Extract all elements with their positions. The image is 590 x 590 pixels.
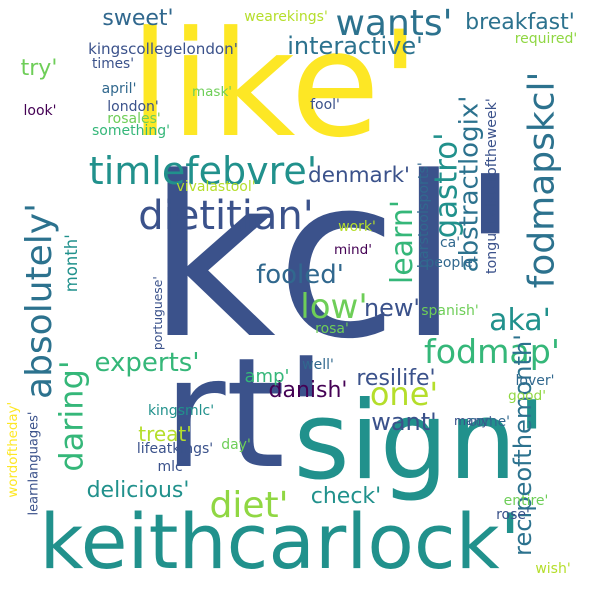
word-times: times'	[92, 56, 134, 73]
word-wish: wish'	[535, 561, 571, 577]
word-required: required'	[514, 31, 578, 47]
word-good: good'	[508, 388, 546, 405]
word-diet: diet'	[209, 485, 289, 526]
word-mlc: mlc'	[157, 459, 187, 475]
word-many: many'	[454, 413, 492, 428]
word-wordoftheday: wordoftheday'	[6, 402, 22, 498]
word-rt: rt'	[163, 325, 327, 502]
word-barstoolsports: barstoolsports'	[415, 162, 432, 268]
word-april: april'	[101, 81, 137, 97]
word-vivalastool: vivalastool'	[176, 179, 256, 195]
word-kcl: kcl'	[147, 130, 521, 388]
word-want: want'	[371, 408, 437, 436]
word-wants: wants'	[335, 3, 453, 44]
word-daring: daring'	[52, 360, 91, 472]
word-look: look'	[23, 103, 57, 119]
word-fodmapskcl: fodmapskcl'	[520, 71, 562, 289]
word-kingscollegelondon: kingscollegelondon'	[88, 40, 238, 59]
word-danish: danish'	[268, 378, 348, 403]
word-breakfast: breakfast'	[465, 10, 575, 35]
word-day: day'	[221, 437, 251, 453]
word-one: one'	[369, 375, 439, 413]
word-keithcarlock: keithcarlock'	[39, 497, 521, 586]
word-london: london'	[107, 99, 159, 115]
word-experts: experts'	[94, 348, 200, 378]
word-mask: mask'	[192, 84, 232, 101]
word-ca: ca'	[439, 235, 461, 251]
word-fodmap: fodmap'	[424, 332, 560, 372]
word-try: try'	[20, 56, 58, 81]
word-rosa: rosa'	[315, 321, 349, 337]
word-new: new'	[364, 294, 420, 323]
word-learnlanguages: learnlanguages'	[26, 412, 42, 516]
word-rosales: rosales'	[107, 111, 161, 127]
word-well: well'	[302, 357, 334, 373]
word-interactive: interactive'	[287, 32, 423, 60]
word-like: like'	[129, 0, 421, 170]
word-kingsmlc: kingsmlc'	[147, 403, 215, 419]
word-delicious: delicious'	[86, 478, 190, 503]
word-spanish: spanish'	[421, 303, 479, 319]
word-denmark: denmark'	[308, 163, 410, 189]
word-work: work'	[338, 219, 376, 235]
word-aka: aka'	[489, 303, 551, 338]
word-sweet: sweet'	[102, 6, 174, 31]
word-tonguetwisteroftheweek: tonguetwisteroftheweek'	[483, 98, 500, 274]
word-sign: sign'	[293, 379, 547, 504]
word-low: low'	[300, 287, 368, 327]
word-treat: treat'	[138, 422, 192, 446]
word-dietitian: dietitian'	[138, 193, 314, 239]
word-timlefebvre: timlefebvre'	[88, 149, 318, 193]
word-amp: amp'	[244, 366, 290, 387]
word-fool: fool'	[310, 97, 340, 113]
word-come: come'	[468, 414, 510, 431]
word-resilife: resilife'	[356, 366, 436, 391]
word-learn: learn'	[385, 199, 420, 285]
word-portuguese: portuguese'	[150, 276, 165, 350]
word-entire: entire'	[503, 493, 549, 509]
word-mind: mind'	[334, 242, 372, 259]
word-check: check'	[310, 484, 382, 509]
word-people: people'	[425, 255, 477, 271]
word-lifeatkings: lifeatkings'	[136, 441, 214, 457]
word-rose: rose'	[496, 507, 530, 523]
word-lover: lover'	[515, 373, 555, 389]
word-wearekings: wearekings'	[244, 9, 328, 25]
word-fooled: fooled'	[256, 260, 344, 290]
word-something: something'	[92, 123, 170, 139]
word-month: month'	[61, 234, 81, 292]
